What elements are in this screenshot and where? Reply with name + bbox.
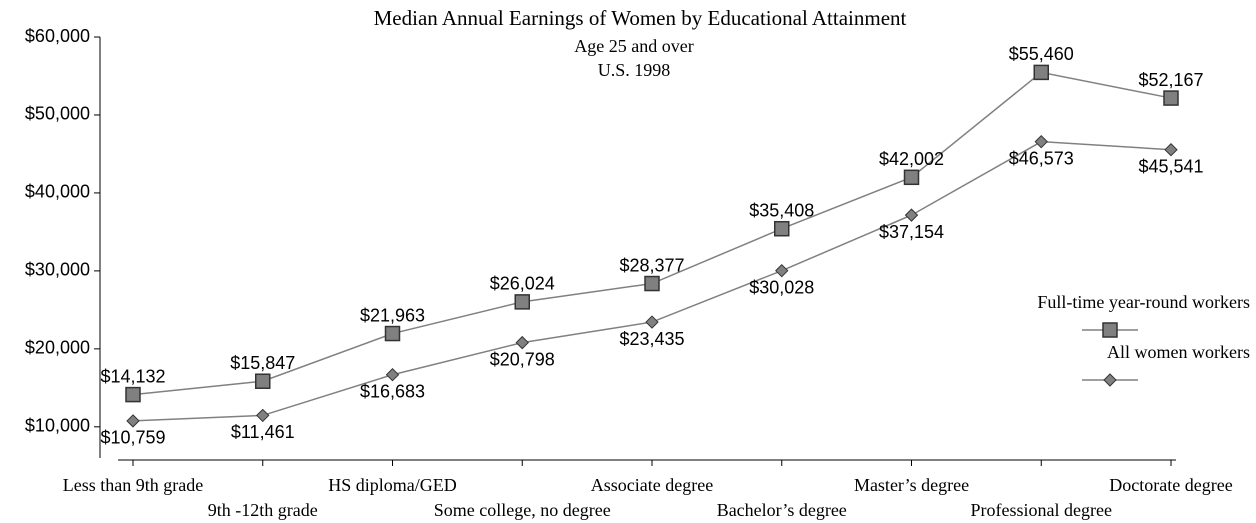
x-tick-label: Master’s degree [854,475,969,495]
legend-label: All women workers [1107,342,1250,362]
x-tick-label: Associate degree [591,475,713,495]
data-point [775,263,789,278]
data-point [644,275,660,292]
data-label: $35,408 [749,200,814,220]
data-label: $45,541 [1138,156,1203,176]
data-point [645,315,659,329]
chart-subtitle: Age 25 and over [574,36,693,56]
legend-label: Full-time year-round workers [1037,292,1250,312]
data-point [515,335,529,350]
y-tick-label: $20,000 [25,338,90,358]
data-point [514,294,530,310]
data-label: $23,435 [619,329,684,349]
data-point [385,368,400,382]
x-tick-label: Bachelor’s degree [717,500,847,520]
data-label: $37,154 [879,222,944,242]
data-label: $30,028 [749,277,814,297]
x-tick-label: Professional degree [971,500,1112,520]
data-label: $26,024 [490,274,555,294]
data-point [384,325,401,342]
y-tick-label: $60,000 [25,26,90,46]
data-point [256,408,270,423]
chart-title: Median Annual Earnings of Women by Educa… [374,6,907,30]
data-point [1163,90,1179,106]
data-label: $46,573 [1009,148,1074,168]
data-point [126,414,140,428]
x-tick-label: HS diploma/GED [328,475,457,495]
y-tick-label: $40,000 [25,182,90,202]
data-label: $10,759 [100,428,165,448]
data-point [904,208,919,222]
data-label: $20,798 [490,349,555,369]
y-tick-label: $10,000 [25,416,90,436]
legend-marker [1102,322,1118,338]
data-label: $42,002 [879,149,944,169]
data-point [1033,64,1049,81]
x-tick-label: Some college, no degree [434,500,611,520]
data-point [1034,134,1048,149]
data-point [903,169,920,186]
chart-subtitle: U.S. 1998 [598,60,671,80]
data-label: $14,132 [100,366,165,386]
legend-marker [1103,373,1117,387]
x-tick-label: Doctorate degree [1109,475,1232,495]
data-label: $55,460 [1009,44,1074,64]
y-tick-label: $30,000 [25,260,90,280]
data-point [774,220,790,237]
data-label: $16,683 [360,381,425,401]
data-label: $11,461 [231,422,295,442]
data-point [125,386,141,403]
data-label: $52,167 [1138,70,1203,90]
data-label: $15,847 [230,353,295,373]
y-tick-label: $50,000 [25,104,90,124]
data-label: $21,963 [360,305,425,325]
data-point [255,373,271,389]
data-point [1164,143,1178,157]
x-tick-label: 9th -12th grade [208,500,318,520]
x-tick-label: Less than 9th grade [63,475,203,495]
data-label: $28,377 [619,255,684,275]
